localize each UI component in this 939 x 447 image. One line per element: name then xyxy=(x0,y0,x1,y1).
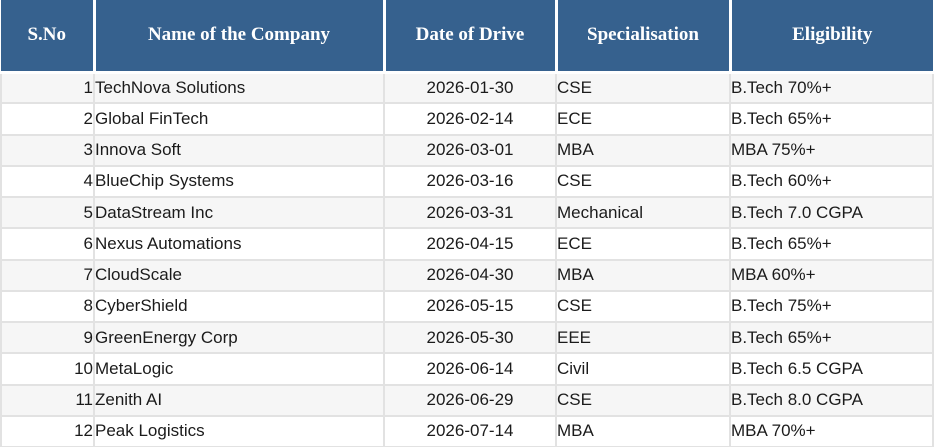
cell-sno: 1 xyxy=(0,70,95,105)
header-row: S.No Name of the Company Date of Drive S… xyxy=(1,0,933,74)
table-row: 1 TechNova Solutions 2026-01-30 CSE B.Tech 7… xyxy=(0,70,934,105)
cell-date-of-drive: 2026-06-29 xyxy=(383,383,557,417)
cell-sno: 2 xyxy=(0,102,95,136)
cell-date-of-drive: 2026-04-30 xyxy=(383,258,557,292)
table-row: 3 Innova Soft 2026-03-01 MBA MBA 75%+ xyxy=(0,133,934,167)
cell-company: Zenith AI xyxy=(93,383,385,417)
cell-date-of-drive: 2026-02-14 xyxy=(383,102,557,136)
table-row: 9 GreenEnergy Corp 2026-05-30 EEE B.Tech 65%… xyxy=(0,320,934,355)
table-row: 11 Zenith AI 2026-06-29 CSE B.Tech 8.0 CGPA xyxy=(0,383,934,417)
cell-specialisation: ECE xyxy=(555,227,731,261)
table-row: 12 Peak Logistics 2026-07-14 MBA MBA 70%+ xyxy=(0,414,934,447)
cell-sno: 3 xyxy=(0,133,95,167)
cell-date-of-drive: 2026-05-15 xyxy=(383,289,557,324)
cell-eligibility: B.Tech 65%+ xyxy=(729,227,934,261)
cell-date-of-drive: 2026-04-15 xyxy=(383,227,557,261)
table-row: 5 DataStream Inc 2026-03-31 Mechanical B.Tec… xyxy=(0,195,934,230)
table-row: 10 MetaLogic 2026-06-14 Civil B.Tech 6.5 CGP… xyxy=(0,352,934,386)
cell-company: GreenEnergy Corp xyxy=(93,320,385,355)
cell-company: Nexus Automations xyxy=(93,227,385,261)
cell-date-of-drive: 2026-06-14 xyxy=(383,352,557,386)
cell-eligibility: MBA 75%+ xyxy=(729,133,934,167)
cell-date-of-drive: 2026-03-16 xyxy=(383,164,557,199)
cell-date-of-drive: 2026-03-31 xyxy=(383,195,557,230)
cell-company: CloudScale xyxy=(93,258,385,292)
cell-company: MetaLogic xyxy=(93,352,385,386)
cell-eligibility: B.Tech 75%+ xyxy=(729,289,934,324)
cell-company: DataStream Inc xyxy=(93,195,385,230)
cell-company: Global FinTech xyxy=(93,102,385,136)
cell-specialisation: MBA xyxy=(555,414,731,447)
cell-specialisation: CSE xyxy=(555,383,731,417)
cell-sno: 9 xyxy=(0,320,95,355)
column-header-specialisation: Specialisation xyxy=(554,0,732,74)
cell-eligibility: B.Tech 6.5 CGPA xyxy=(729,352,934,386)
cell-sno: 12 xyxy=(0,414,95,447)
column-header-date-of-drive: Date of Drive xyxy=(382,0,558,74)
table-row: 6 Nexus Automations 2026-04-15 ECE B.Tech 65… xyxy=(0,227,934,261)
cell-company: CyberShield xyxy=(93,289,385,324)
cell-specialisation: EEE xyxy=(555,320,731,355)
cell-date-of-drive: 2026-01-30 xyxy=(383,70,557,105)
cell-specialisation: CSE xyxy=(555,289,731,324)
cell-company: Peak Logistics xyxy=(93,414,385,447)
cell-sno: 8 xyxy=(0,289,95,324)
cell-eligibility: B.Tech 8.0 CGPA xyxy=(729,383,934,417)
cell-company: Innova Soft xyxy=(93,133,385,167)
column-header-eligibility: Eligibility xyxy=(728,0,933,74)
cell-specialisation: ECE xyxy=(555,102,731,136)
cell-company: TechNova Solutions xyxy=(93,70,385,105)
table-body: 1 TechNova Solutions 2026-01-30 CSE B.Tech 7… xyxy=(0,70,934,447)
cell-eligibility: MBA 60%+ xyxy=(729,258,934,292)
cell-specialisation: Civil xyxy=(555,352,731,386)
table-row: 2 Global FinTech 2026-02-14 ECE B.Tech 65%+ xyxy=(0,102,934,136)
column-header-company: Name of the Company xyxy=(92,0,386,74)
cell-eligibility: B.Tech 7.0 CGPA xyxy=(729,195,934,230)
table-row: 4 BlueChip Systems 2026-03-16 CSE B.Tech 60%… xyxy=(0,164,934,199)
cell-sno: 5 xyxy=(0,195,95,230)
table-header: S.No Name of the Company Date of Drive S… xyxy=(1,0,933,74)
column-header-sno: S.No xyxy=(1,0,96,74)
cell-eligibility: B.Tech 70%+ xyxy=(729,70,934,105)
cell-sno: 4 xyxy=(0,164,95,199)
cell-eligibility: B.Tech 65%+ xyxy=(729,320,934,355)
cell-eligibility: MBA 70%+ xyxy=(729,414,934,447)
cell-date-of-drive: 2026-03-01 xyxy=(383,133,557,167)
cell-sno: 6 xyxy=(0,227,95,261)
cell-specialisation: MBA xyxy=(555,133,731,167)
cell-date-of-drive: 2026-05-30 xyxy=(383,320,557,355)
cell-eligibility: B.Tech 65%+ xyxy=(729,102,934,136)
cell-specialisation: CSE xyxy=(555,70,731,105)
cell-specialisation: Mechanical xyxy=(555,195,731,230)
cell-sno: 10 xyxy=(0,352,95,386)
cell-eligibility: B.Tech 60%+ xyxy=(729,164,934,199)
cell-sno: 7 xyxy=(0,258,95,292)
table-row: 7 CloudScale 2026-04-30 MBA MBA 60%+ xyxy=(0,258,934,292)
cell-specialisation: CSE xyxy=(555,164,731,199)
cell-sno: 11 xyxy=(0,383,95,417)
cell-date-of-drive: 2026-07-14 xyxy=(383,414,557,447)
table-row: 8 CyberShield 2026-05-15 CSE B.Tech 75%+ xyxy=(0,289,934,324)
cell-specialisation: MBA xyxy=(555,258,731,292)
cell-company: BlueChip Systems xyxy=(93,164,385,199)
